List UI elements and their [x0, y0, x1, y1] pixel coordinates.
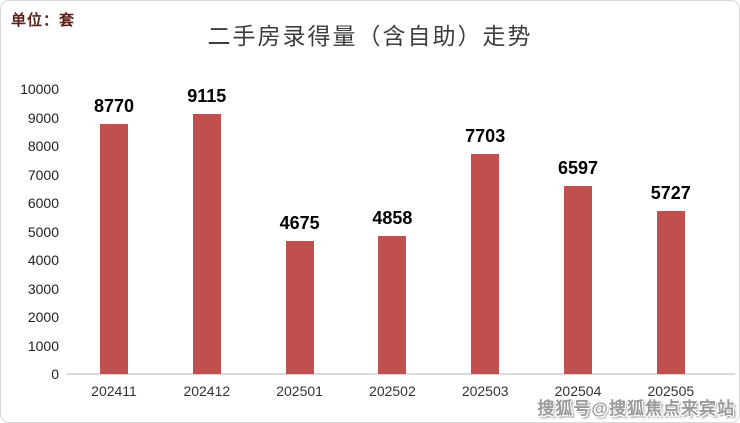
- bar-value-label: 5727: [650, 183, 691, 203]
- bar-value-label: 4675: [279, 213, 320, 233]
- bar: [285, 241, 314, 374]
- y-tick-label: 8000: [27, 138, 59, 154]
- bar-value-label: 6597: [557, 158, 599, 178]
- bar: [378, 236, 407, 374]
- y-tick-label: 9000: [27, 109, 59, 126]
- y-tick-label: 0: [51, 366, 59, 382]
- y-tick-label: 2000: [27, 309, 59, 325]
- x-tick-label: 202505: [647, 383, 695, 399]
- bar-value-label: 8770: [93, 96, 135, 116]
- bar: [100, 124, 128, 374]
- x-tick-label: 202502: [369, 383, 416, 399]
- y-tick-label: 3000: [27, 280, 59, 297]
- x-tick-label: 202503: [461, 383, 509, 399]
- y-tick-label: 6000: [27, 195, 59, 211]
- x-axis-line: [67, 373, 735, 375]
- bar: [471, 154, 500, 374]
- bar-value-label: 9115: [187, 86, 227, 106]
- bar-value-label: 7703: [465, 126, 506, 146]
- y-tick-label: 5000: [27, 223, 59, 240]
- y-tick-label: 7000: [27, 166, 59, 183]
- chart-title: 二手房录得量（含自助）走势: [207, 24, 533, 49]
- bar-value-label: 4858: [372, 208, 413, 228]
- bar: [192, 114, 221, 374]
- x-tick-label: 202501: [276, 383, 323, 399]
- x-tick-label: 202412: [183, 383, 231, 399]
- bar: [656, 211, 685, 374]
- unit-label: 单位：套: [11, 13, 76, 29]
- y-tick-label: 4000: [27, 252, 59, 268]
- x-tick-label: 202411: [91, 383, 137, 399]
- watermark: 搜狐号@搜狐焦点来宾站: [537, 399, 735, 418]
- x-tick-label: 202504: [554, 383, 602, 399]
- y-tick-label: 10000: [20, 81, 59, 97]
- y-tick-label: 1000: [27, 337, 59, 354]
- bar: [564, 186, 592, 374]
